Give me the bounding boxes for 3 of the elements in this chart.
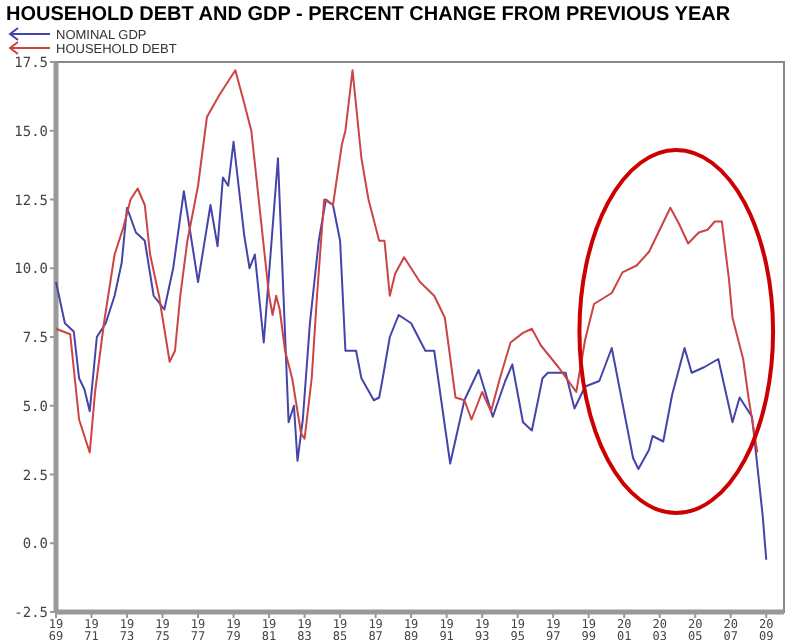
chart-title: HOUSEHOLD DEBT AND GDP - PERCENT CHANGE FROM PREVIOUS YEAR bbox=[6, 4, 732, 26]
line-series bbox=[55, 140, 768, 561]
line-series bbox=[55, 69, 759, 454]
